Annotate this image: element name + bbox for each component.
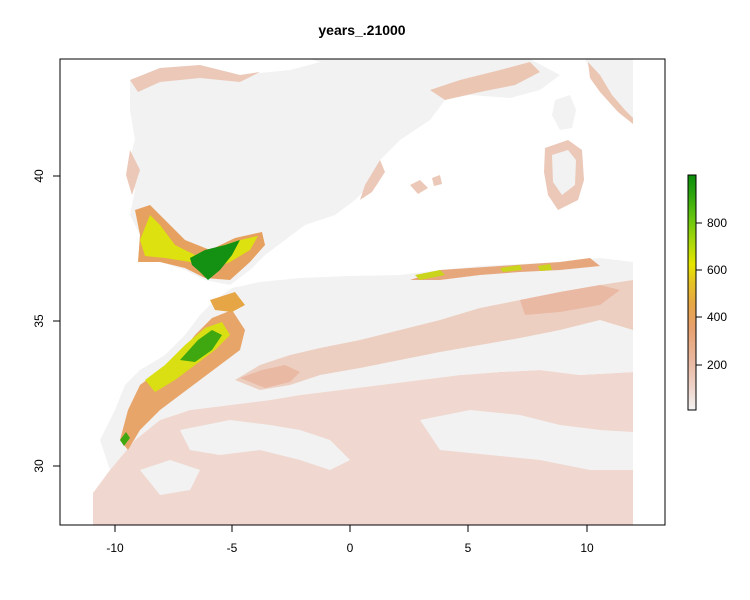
- legend-tick-label: 200: [707, 358, 727, 372]
- sahara-pale-patches: [140, 410, 633, 495]
- legend-tick-label: 800: [707, 216, 727, 230]
- france-land: [310, 59, 560, 100]
- balearic-islands: [410, 175, 442, 194]
- iberia-north-coast: [126, 65, 385, 200]
- france-coast: [430, 62, 540, 100]
- x-tick-label: -5: [227, 541, 238, 555]
- y-tick-label: 40: [32, 169, 46, 183]
- x-tick-label: 10: [580, 541, 594, 555]
- y-axis: 40 35 30: [32, 169, 61, 473]
- y-tick-label: 35: [32, 314, 46, 328]
- morocco-atlas-green: [120, 330, 222, 446]
- raster-layer: [93, 59, 633, 525]
- rif-mountains: [210, 292, 245, 312]
- algeria-coast-yellow: [415, 264, 552, 280]
- x-axis: -10 -5 0 5 10: [106, 524, 594, 555]
- sierra-nevada-green: [190, 240, 240, 280]
- legend-bar: [687, 174, 697, 411]
- y-tick-label: 30: [32, 459, 46, 473]
- x-tick-label: 5: [465, 541, 472, 555]
- italy-coast: [588, 62, 633, 124]
- iberia-land: [128, 62, 445, 285]
- legend-tick-label: 400: [707, 310, 727, 324]
- color-legend: 200 400 600 800: [687, 174, 727, 411]
- sahara-region: [93, 370, 633, 525]
- map-title: years_.21000: [318, 22, 406, 38]
- legend-tick-label: 600: [707, 263, 727, 277]
- x-tick-label: -10: [106, 541, 124, 555]
- atlas-mountains-mid: [240, 285, 620, 388]
- iberia-south-orange: [135, 205, 265, 280]
- corsica: [552, 95, 576, 130]
- x-tick-label: 0: [347, 541, 354, 555]
- sardinia-inner: [552, 150, 576, 195]
